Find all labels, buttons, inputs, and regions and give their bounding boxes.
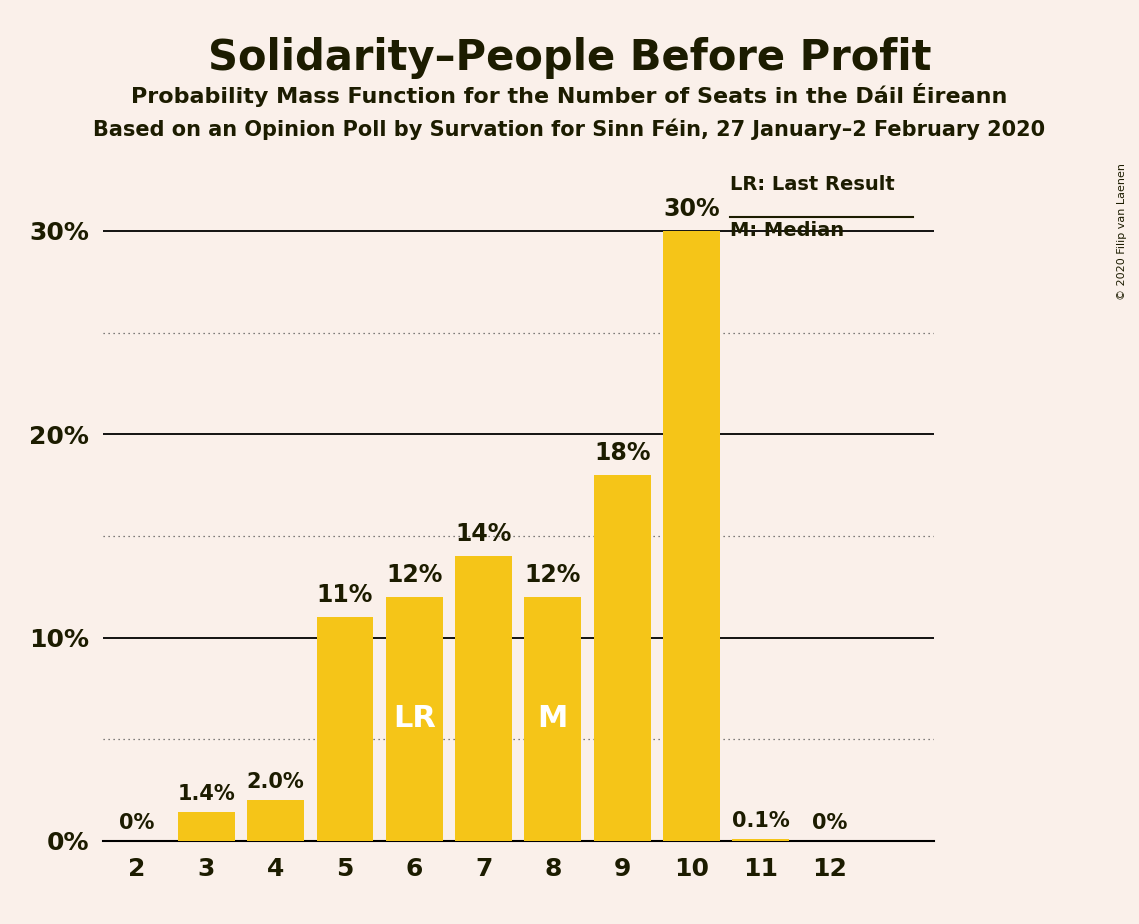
Bar bbox=[386, 597, 443, 841]
Text: Based on an Opinion Poll by Survation for Sinn Féin, 27 January–2 February 2020: Based on an Opinion Poll by Survation fo… bbox=[93, 118, 1046, 140]
Bar bbox=[524, 597, 581, 841]
Text: Probability Mass Function for the Number of Seats in the Dáil Éireann: Probability Mass Function for the Number… bbox=[131, 83, 1008, 107]
Text: 12%: 12% bbox=[386, 563, 442, 587]
Text: 30%: 30% bbox=[663, 197, 720, 221]
Text: 12%: 12% bbox=[525, 563, 581, 587]
Text: M: M bbox=[538, 704, 568, 734]
Text: Solidarity–People Before Profit: Solidarity–People Before Profit bbox=[207, 37, 932, 79]
Text: 2.0%: 2.0% bbox=[247, 772, 304, 792]
Text: © 2020 Filip van Laenen: © 2020 Filip van Laenen bbox=[1117, 163, 1126, 299]
Bar bbox=[663, 231, 720, 841]
Text: 11%: 11% bbox=[317, 583, 374, 607]
Text: LR: Last Result: LR: Last Result bbox=[730, 176, 894, 194]
Text: 0%: 0% bbox=[812, 813, 847, 833]
Text: 0.1%: 0.1% bbox=[732, 810, 789, 831]
Bar bbox=[732, 839, 789, 841]
Text: LR: LR bbox=[393, 704, 436, 734]
Bar bbox=[178, 812, 235, 841]
Bar bbox=[593, 475, 650, 841]
Bar bbox=[247, 800, 304, 841]
Text: 0%: 0% bbox=[120, 813, 155, 833]
Text: 18%: 18% bbox=[593, 441, 650, 465]
Text: 1.4%: 1.4% bbox=[178, 784, 236, 804]
Text: 14%: 14% bbox=[456, 522, 511, 546]
Bar bbox=[456, 556, 513, 841]
Bar bbox=[317, 617, 374, 841]
Text: M: Median: M: Median bbox=[730, 221, 844, 240]
